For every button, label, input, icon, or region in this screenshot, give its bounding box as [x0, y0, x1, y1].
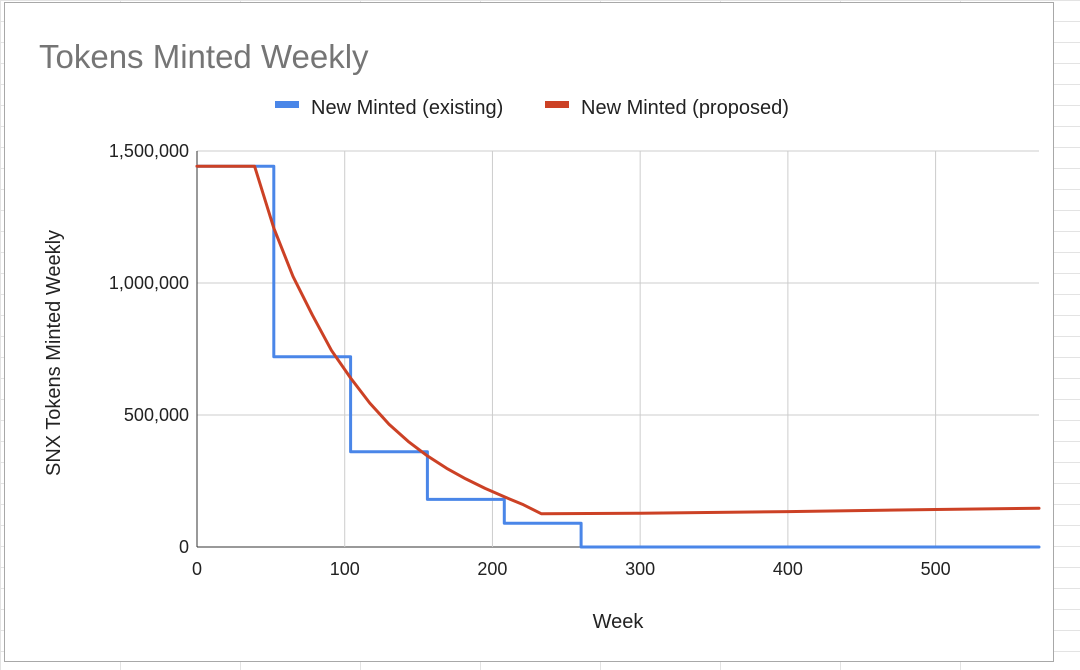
- x-tick-label: 500: [921, 559, 951, 579]
- x-tick-label: 400: [773, 559, 803, 579]
- legend-item-existing[interactable]: New Minted (existing): [275, 97, 503, 119]
- y-tick-label: 1,500,000: [109, 141, 189, 161]
- chart-card[interactable]: Tokens Minted Weekly New Minted (existin…: [4, 2, 1054, 662]
- x-tick-label: 300: [625, 559, 655, 579]
- chart-svg: Tokens Minted Weekly New Minted (existin…: [39, 38, 1041, 633]
- legend[interactable]: New Minted (existing) New Minted (propos…: [275, 97, 789, 119]
- gridlines: [196, 150, 1039, 548]
- series-line-proposed[interactable]: [195, 164, 1041, 516]
- legend-label-proposed: New Minted (proposed): [581, 97, 789, 119]
- legend-swatch-existing: [275, 101, 299, 108]
- legend-item-proposed[interactable]: New Minted (proposed): [545, 97, 789, 119]
- chart-title: Tokens Minted Weekly: [39, 38, 369, 75]
- series-line-existing[interactable]: [195, 164, 1041, 549]
- y-tick-label: 0: [179, 537, 189, 557]
- plot-area[interactable]: [195, 164, 1041, 549]
- x-axis-title: Week: [593, 611, 645, 633]
- y-axis-title: SNX Tokens Minted Weekly: [43, 230, 65, 476]
- legend-swatch-proposed: [545, 101, 569, 108]
- x-tick-label: 100: [330, 559, 360, 579]
- x-axis-ticks: 0 100 200 300 400 500: [192, 559, 951, 579]
- y-axis-ticks: 0 500,000 1,000,000 1,500,000: [109, 141, 189, 557]
- y-tick-label: 1,000,000: [109, 273, 189, 293]
- x-tick-label: 200: [477, 559, 507, 579]
- x-tick-label: 0: [192, 559, 202, 579]
- y-tick-label: 500,000: [124, 405, 189, 425]
- legend-label-existing: New Minted (existing): [311, 97, 503, 119]
